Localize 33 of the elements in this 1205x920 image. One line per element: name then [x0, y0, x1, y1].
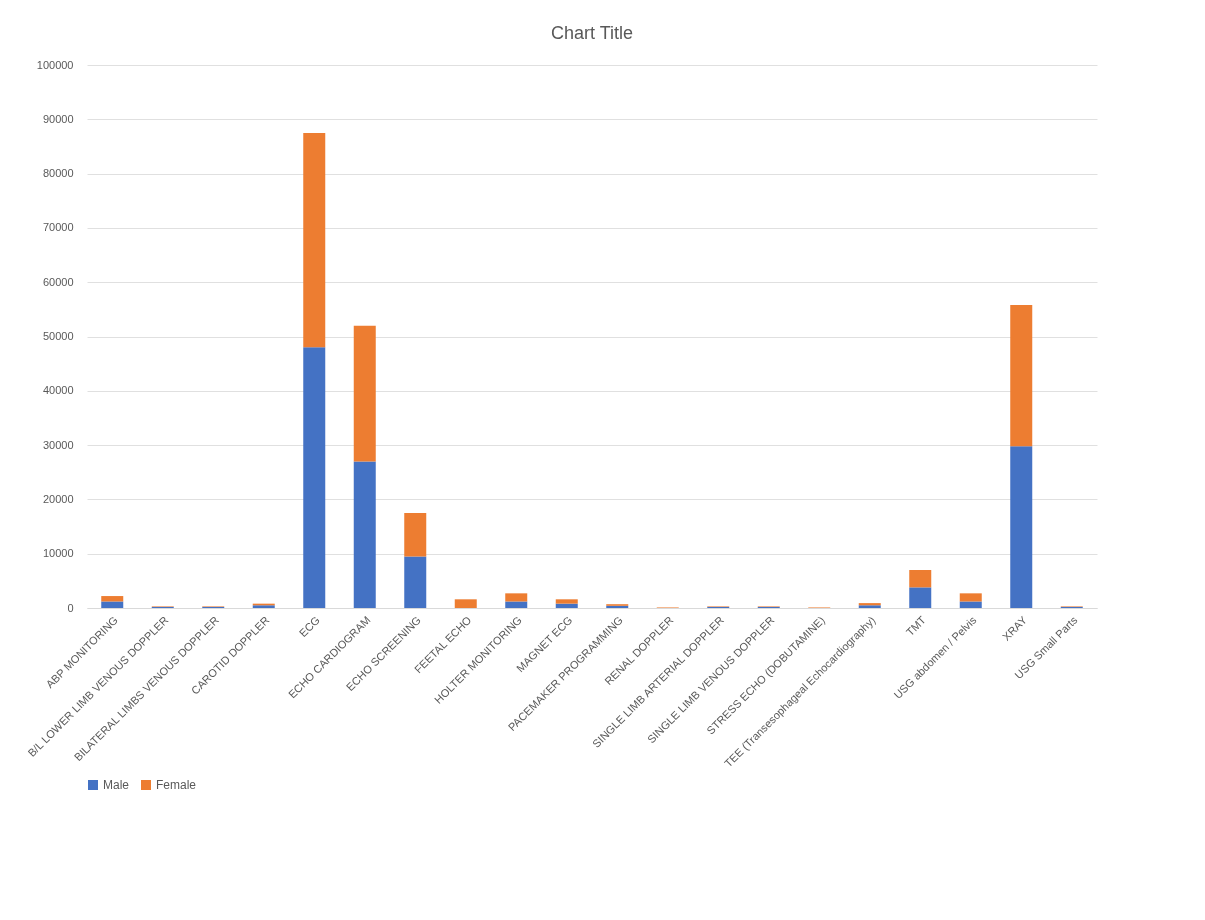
y-tick-label: 50000: [42, 330, 74, 342]
y-tick-label: 20000: [42, 492, 74, 505]
bar: [101, 601, 124, 608]
chart-title: Chart Title: [550, 23, 634, 43]
y-tick-label: 80000: [42, 167, 74, 180]
bar: [1010, 305, 1033, 447]
bar: [404, 512, 427, 557]
legend-label: Male: [103, 778, 130, 792]
legend-label: Female: [156, 778, 197, 792]
bar: [959, 593, 982, 602]
bar: [555, 599, 578, 604]
bar: [353, 325, 376, 462]
y-tick-label: 70000: [42, 221, 74, 234]
y-tick-label: 60000: [42, 275, 74, 288]
bar: [505, 601, 528, 608]
bar: [404, 556, 427, 608]
bar: [303, 132, 326, 348]
y-tick-label: 30000: [42, 438, 74, 451]
bar: [555, 603, 578, 608]
y-tick-label: 0: [67, 601, 74, 614]
bar: [353, 461, 376, 608]
y-tick-label: 90000: [42, 112, 74, 125]
y-tick-label: 100000: [36, 58, 74, 71]
bar: [959, 601, 982, 608]
y-tick-label: 10000: [42, 547, 74, 560]
bar: [454, 599, 477, 608]
bar: [909, 587, 932, 608]
y-tick-label: 40000: [42, 384, 74, 397]
bar: [101, 596, 124, 602]
bar: [909, 569, 932, 588]
bar: [505, 593, 528, 602]
bar: [1010, 446, 1033, 608]
bar: [303, 347, 326, 608]
